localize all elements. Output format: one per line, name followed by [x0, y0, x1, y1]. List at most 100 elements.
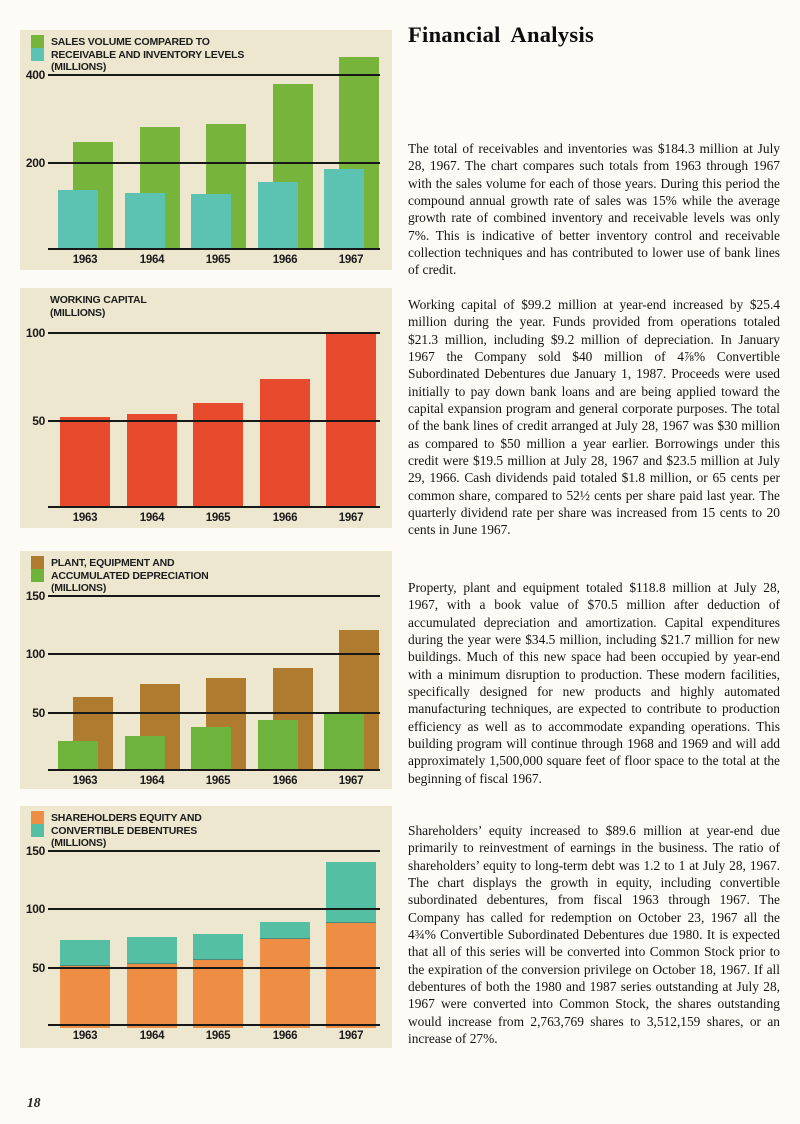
chart-title: WORKING CAPITAL (MILLIONS) [50, 293, 147, 319]
x-tick-label: 1964 [139, 1030, 165, 1042]
chart-legend: WORKING CAPITAL (MILLIONS) [31, 293, 147, 319]
bar-receivable-and-inventory-levels [191, 194, 231, 250]
paragraph-shareholders-equity: Shareholders’ equity increased to $89.6 … [408, 823, 780, 1047]
bar-shareholders-equity [326, 923, 376, 1028]
legend-swatch-plant-and-equipment-icon [31, 556, 44, 569]
x-tick-label: 1963 [72, 512, 98, 524]
paragraph-receivables-and-inventories: The total of receivables and inventories… [408, 141, 780, 278]
x-tick-label: 1966 [272, 775, 298, 787]
x-tick-label: 1963 [72, 254, 98, 266]
gridline-100 [48, 653, 380, 656]
bar-accumulated-depreciation [58, 741, 98, 769]
bar-working-capital [60, 417, 110, 508]
gridline-50 [48, 419, 380, 422]
x-tick-label: 1964 [139, 512, 165, 524]
chart-panel-working-capital: WORKING CAPITAL (MILLIONS) 1963 1964 1965 196… [20, 288, 392, 528]
x-tick-label: 1966 [272, 1030, 298, 1042]
page-title: Financial Analysis [408, 22, 595, 47]
paragraph-working-capital: Working capital of $99.2 million at year… [408, 297, 780, 538]
bar-convertible-debentures [326, 861, 376, 924]
chart-title-line: (MILLIONS) [51, 837, 107, 850]
page-number: 18 [27, 1095, 41, 1110]
x-tick-label: 1964 [139, 775, 165, 787]
x-tick-label: 1965 [205, 775, 231, 787]
bar-shareholders-equity [260, 939, 310, 1028]
chart-legend: SALES VOLUME COMPARED TO RECEIVABLE AND I… [31, 35, 244, 74]
chart-title-line: (MILLIONS) [51, 61, 107, 74]
bar-convertible-debentures [193, 933, 243, 961]
legend-swatches [31, 35, 44, 74]
bar-receivable-and-inventory-levels [58, 189, 98, 250]
chart-legend: SHAREHOLDERS EQUITY AND CONVERTIBLE DEBEN… [31, 811, 202, 850]
gridline-400 [48, 74, 380, 76]
x-axis-baseline [48, 506, 380, 508]
x-tick-label: 1966 [272, 254, 298, 266]
x-tick-label: 1967 [338, 1030, 364, 1042]
bar-accumulated-depreciation [258, 720, 298, 769]
x-tick-label: 1966 [272, 512, 298, 524]
legend-swatches [31, 556, 44, 595]
legend-swatch-shareholders-equity-icon [31, 811, 44, 824]
chart-title-line: ACCUMULATED DEPRECIATION [51, 569, 209, 582]
x-axis-baseline [48, 1024, 380, 1026]
y-tick-label-400: 400 [25, 68, 45, 82]
legend-swatch-receivable-and-inventory-levels-icon [31, 48, 44, 61]
x-tick-label: 1963 [72, 1030, 98, 1042]
x-tick-label: 1967 [338, 775, 364, 787]
bar-shareholders-equity [60, 966, 110, 1028]
legend-swatch-accumulated-depreciation-icon [31, 569, 44, 582]
bar-receivable-and-inventory-levels [125, 193, 165, 250]
x-tick-label: 1965 [205, 1030, 231, 1042]
y-tick-label-150: 150 [25, 844, 45, 858]
gridline-100 [48, 332, 380, 334]
chart-title: SALES VOLUME COMPARED TO RECEIVABLE AND I… [51, 35, 244, 74]
bar-accumulated-depreciation [324, 712, 364, 769]
chart-title-line: SALES VOLUME COMPARED TO [51, 36, 210, 48]
x-axis-baseline [48, 248, 380, 250]
bar-working-capital [127, 413, 177, 508]
chart-panel-plant-equipment: PLANT, EQUIPMENT AND ACCUMULATED DEPRECIA… [20, 551, 392, 789]
chart-panel-sales-vs-receivables: SALES VOLUME COMPARED TO RECEIVABLE AND I… [20, 30, 392, 270]
x-axis-baseline [48, 769, 380, 771]
gridline-50 [48, 711, 380, 714]
bar-receivable-and-inventory-levels [258, 182, 298, 250]
legend-swatch-convertible-debentures-icon [31, 824, 44, 837]
paragraph-plant-and-equipment: Property, plant and equipment totaled $1… [408, 580, 780, 786]
x-tick-label: 1967 [338, 254, 364, 266]
bar-shareholders-equity [193, 960, 243, 1028]
y-tick-label-100: 100 [25, 326, 45, 340]
legend-swatches [31, 811, 44, 850]
gridline-100 [48, 908, 380, 911]
bar-convertible-debentures [60, 939, 110, 967]
bar-shareholders-equity [127, 963, 177, 1028]
chart-panel-shareholders-equity: SHAREHOLDERS EQUITY AND CONVERTIBLE DEBEN… [20, 806, 392, 1048]
bar-accumulated-depreciation [191, 727, 231, 769]
y-tick-label-200: 200 [25, 155, 45, 170]
x-tick-label: 1965 [205, 254, 231, 266]
legend-swatch-sales-volume-icon [31, 35, 44, 48]
chart-title-line: SHAREHOLDERS EQUITY AND [51, 812, 202, 824]
chart-title: SHAREHOLDERS EQUITY AND CONVERTIBLE DEBEN… [51, 811, 202, 850]
chart-legend: PLANT, EQUIPMENT AND ACCUMULATED DEPRECIA… [31, 556, 209, 595]
y-tick-label-50: 50 [32, 413, 45, 428]
y-tick-label-50: 50 [32, 960, 45, 975]
bar-working-capital [260, 378, 310, 508]
chart-title-line: WORKING CAPITAL [50, 294, 147, 306]
chart-title: PLANT, EQUIPMENT AND ACCUMULATED DEPRECIA… [51, 556, 209, 595]
bar-convertible-debentures [260, 922, 310, 940]
y-tick-label-50: 50 [32, 705, 45, 720]
chart-title-line: (MILLIONS) [51, 582, 107, 595]
bar-convertible-debentures [127, 937, 177, 964]
chart-title-line: CONVERTIBLE DEBENTURES [51, 824, 198, 837]
gridline-150 [48, 595, 380, 597]
gridline-150 [48, 850, 380, 852]
bar-receivable-and-inventory-levels [324, 169, 364, 250]
x-tick-label: 1967 [338, 512, 364, 524]
gridline-50 [48, 966, 380, 969]
x-tick-label: 1965 [205, 512, 231, 524]
chart-title-line: RECEIVABLE AND INVENTORY LEVELS [51, 48, 245, 61]
y-tick-label-100: 100 [25, 647, 45, 662]
y-tick-label-100: 100 [25, 902, 45, 917]
gridline-200 [48, 161, 380, 164]
